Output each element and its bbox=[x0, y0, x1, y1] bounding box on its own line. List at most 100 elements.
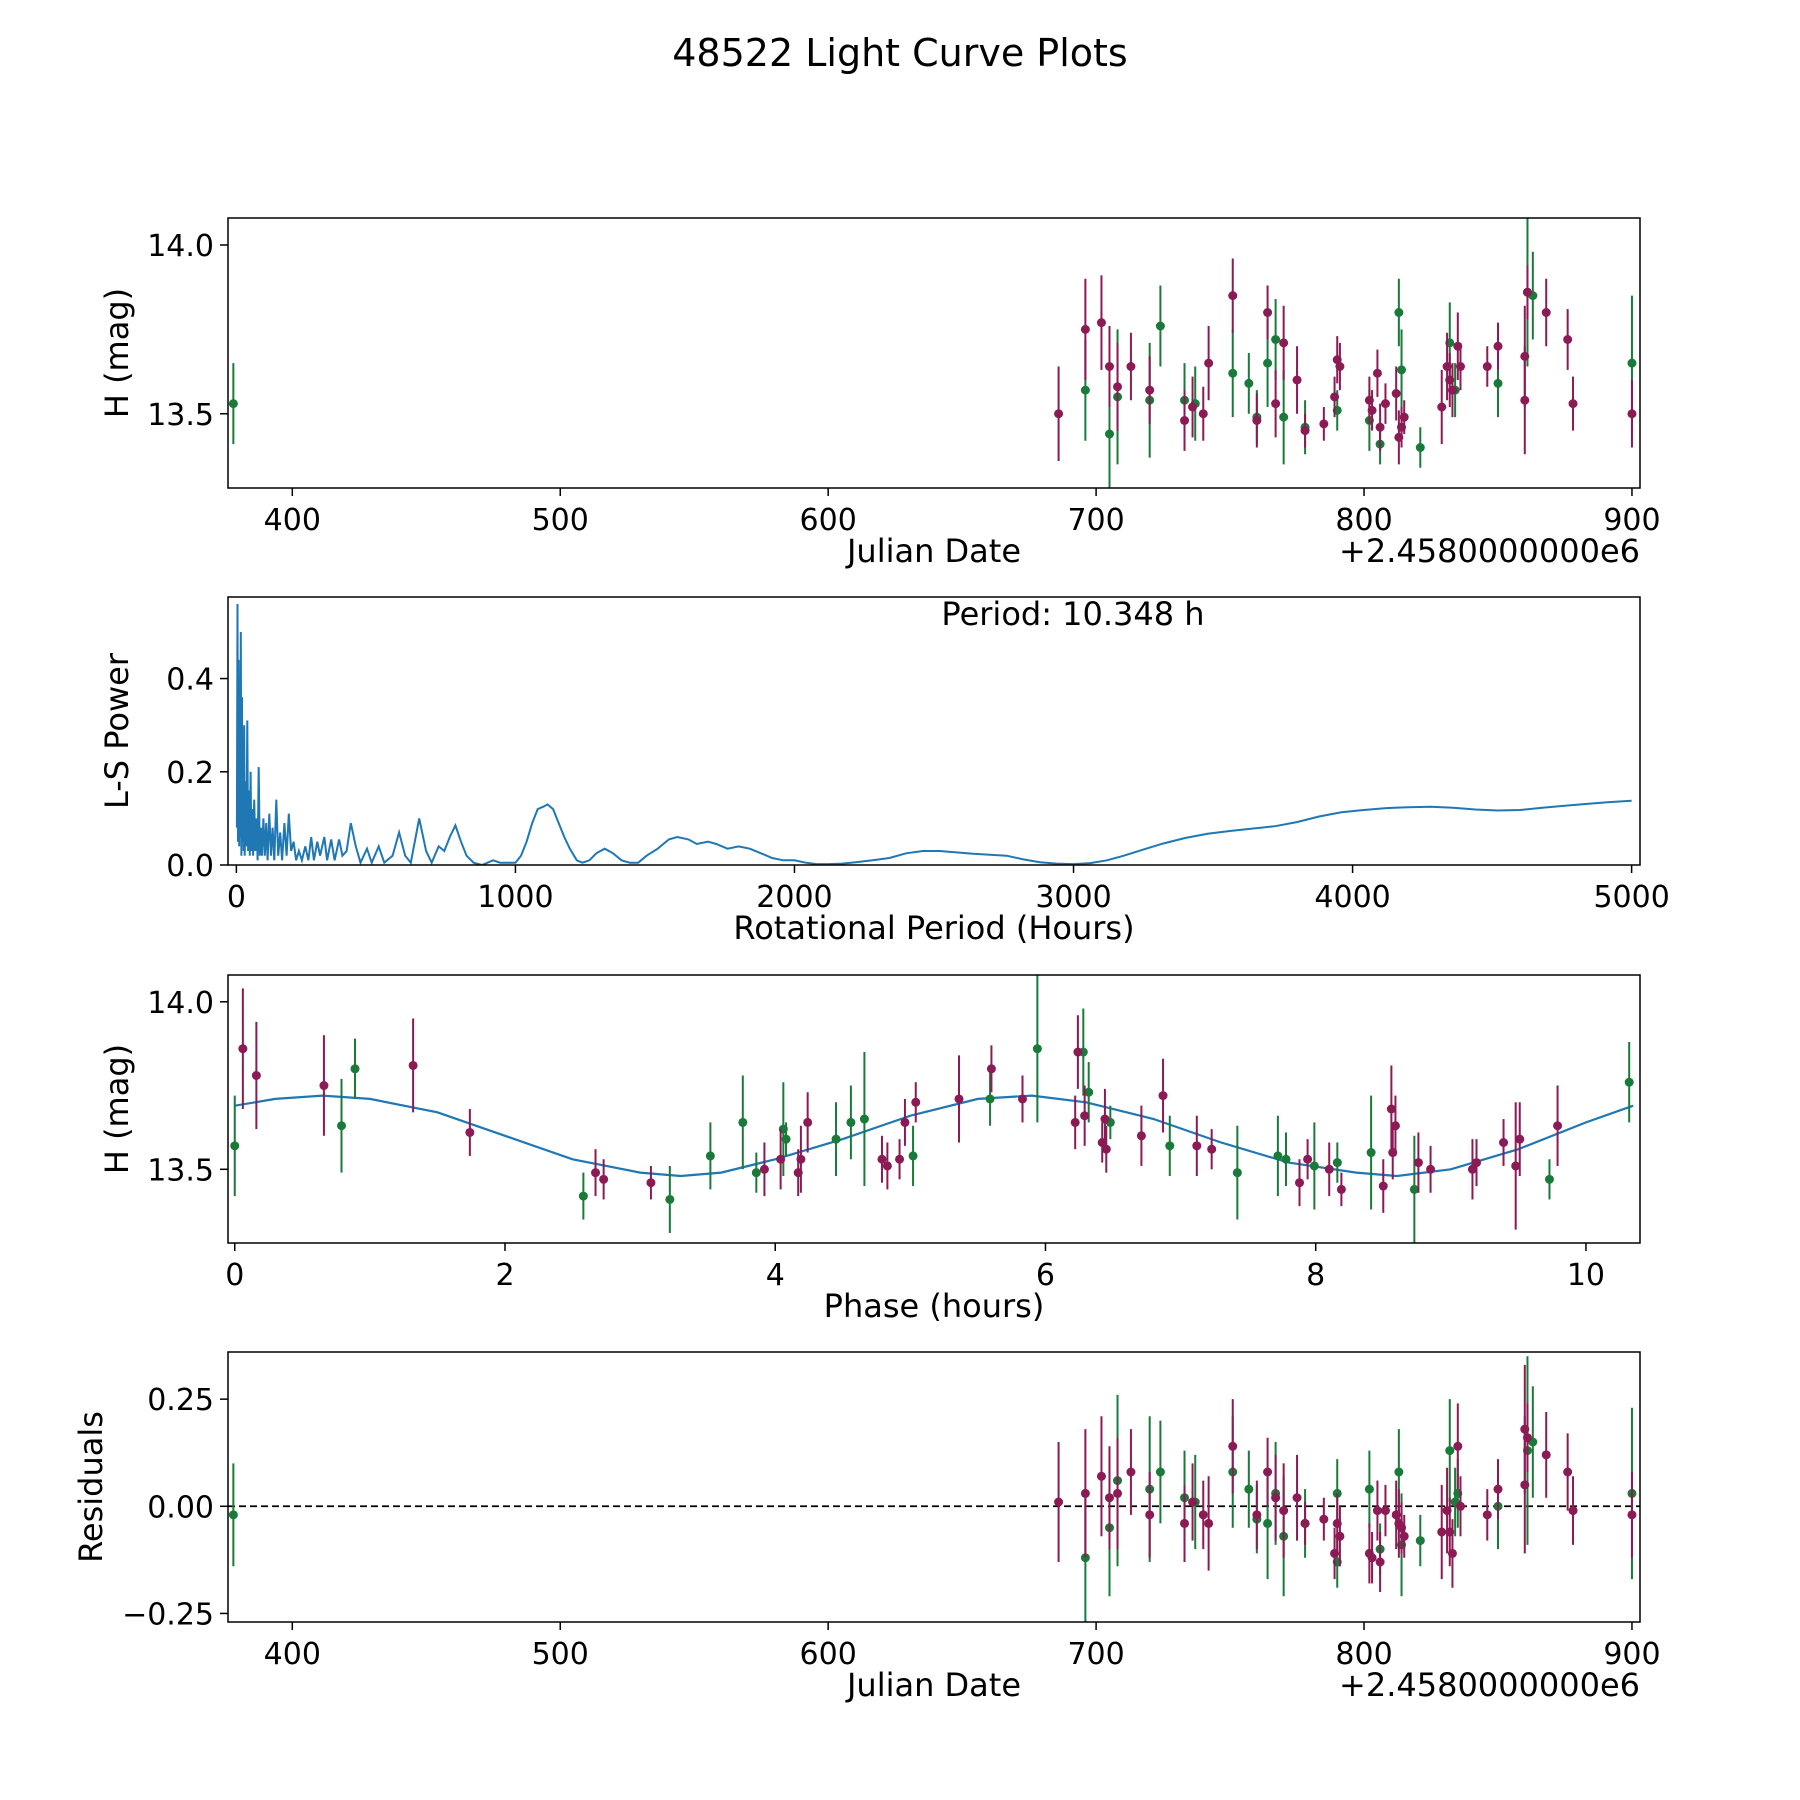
data-point-g bbox=[1309, 1161, 1319, 1171]
data-point-g bbox=[781, 1134, 791, 1144]
data-point-r bbox=[1303, 1154, 1313, 1164]
data-point-r bbox=[1279, 338, 1289, 348]
data-point-r bbox=[1300, 1518, 1310, 1528]
data-point-r bbox=[1493, 341, 1503, 351]
data-point-g bbox=[1244, 378, 1254, 388]
panel-lightcurve: 400 500 600 700 800 900 13.5 14.0 Julian Date H (… bbox=[98, 217, 1661, 570]
x-tick-label: 8 bbox=[1306, 1258, 1325, 1293]
data-point-r bbox=[1437, 1527, 1447, 1537]
data-point-g bbox=[1228, 368, 1238, 378]
data-point-r bbox=[1372, 368, 1382, 378]
data-point-r bbox=[1271, 1493, 1281, 1503]
data-point-r bbox=[1100, 1114, 1110, 1124]
data-point-r bbox=[1126, 1467, 1136, 1477]
data-point-r bbox=[1568, 1506, 1578, 1516]
data-point-r bbox=[1252, 416, 1262, 425]
data-point-r bbox=[1292, 1493, 1302, 1503]
data-point-r bbox=[1563, 335, 1573, 344]
x-tick-label: 4 bbox=[766, 1258, 785, 1293]
data-point-g bbox=[908, 1151, 918, 1161]
data-point-r bbox=[591, 1168, 601, 1178]
data-point-r bbox=[238, 1044, 248, 1054]
plot-area-phased bbox=[230, 975, 1634, 1243]
y-tick-label: −0.25 bbox=[122, 1597, 214, 1632]
x-tick-label: 800 bbox=[1335, 1637, 1392, 1672]
data-point-r bbox=[1252, 1510, 1262, 1520]
panel-phased: 0 2 4 6 8 10 13.5 14.0 Phase (hours) H (mag) bbox=[98, 974, 1641, 1325]
data-point-r bbox=[1447, 1548, 1457, 1558]
data-point-g bbox=[1415, 443, 1425, 452]
panel-frame-residuals bbox=[227, 1351, 1641, 1623]
y-tick-label: 14.0 bbox=[147, 986, 214, 1021]
data-point-r bbox=[1367, 405, 1377, 415]
data-point-r bbox=[1113, 1488, 1123, 1498]
data-point-r bbox=[1522, 1433, 1532, 1443]
x-tick-label: 600 bbox=[800, 503, 857, 538]
data-point-r bbox=[1207, 1144, 1217, 1154]
data-point-g bbox=[1627, 358, 1637, 368]
data-point-r bbox=[1192, 1141, 1202, 1151]
periodogram-line bbox=[235, 603, 1632, 865]
data-point-r bbox=[1271, 399, 1281, 409]
data-point-g bbox=[1394, 308, 1404, 317]
x-tick-label: 400 bbox=[264, 503, 321, 538]
data-point-r bbox=[1104, 362, 1114, 371]
data-point-r bbox=[1499, 1138, 1509, 1147]
data-point-g bbox=[1409, 1184, 1419, 1194]
period-annotation: Period: 10.348 h bbox=[941, 595, 1204, 633]
y-tick-label: 0.2 bbox=[166, 756, 214, 791]
data-point-r bbox=[319, 1081, 329, 1091]
data-point-r bbox=[1319, 1514, 1329, 1524]
data-point-r bbox=[882, 1161, 892, 1171]
data-point-g bbox=[1263, 358, 1273, 368]
data-point-g bbox=[1279, 412, 1289, 422]
data-point-r bbox=[1070, 1117, 1080, 1127]
data-point-g bbox=[1155, 1467, 1165, 1477]
data-point-r bbox=[1319, 419, 1329, 429]
y-tick-label: 13.5 bbox=[147, 398, 214, 433]
data-point-r bbox=[796, 1154, 806, 1164]
x-axis-label: Phase (hours) bbox=[824, 1287, 1045, 1325]
data-point-r bbox=[1386, 1104, 1396, 1114]
data-point-r bbox=[911, 1097, 921, 1107]
data-point-g bbox=[578, 1191, 588, 1201]
data-point-g bbox=[751, 1168, 761, 1178]
data-point-r bbox=[1300, 426, 1310, 436]
data-point-r bbox=[1145, 1510, 1155, 1520]
y-tick-label: 0.00 bbox=[147, 1490, 214, 1525]
y-axis-label: L-S Power bbox=[98, 652, 136, 809]
x-tick-label: 3000 bbox=[1035, 880, 1111, 915]
data-point-g bbox=[350, 1064, 360, 1074]
data-point-g bbox=[1445, 1446, 1455, 1456]
data-point-g bbox=[831, 1134, 841, 1144]
y-tick-label: 14.0 bbox=[147, 229, 214, 264]
x-tick-label: 2000 bbox=[756, 880, 832, 915]
data-point-r bbox=[1391, 389, 1401, 398]
data-point-g bbox=[985, 1094, 995, 1104]
y-axis-label: Residuals bbox=[72, 1411, 110, 1563]
data-point-g bbox=[1397, 365, 1407, 375]
data-point-r bbox=[1126, 362, 1136, 371]
data-point-r bbox=[1330, 392, 1340, 402]
data-point-r bbox=[776, 1154, 786, 1164]
y-axis-label: H (mag) bbox=[98, 288, 136, 418]
x-tick-label: 900 bbox=[1603, 1637, 1660, 1672]
data-point-r bbox=[1324, 1164, 1334, 1174]
data-point-r bbox=[1113, 382, 1123, 392]
data-point-r bbox=[1493, 1484, 1503, 1494]
data-point-g bbox=[1493, 378, 1503, 388]
data-point-r bbox=[1188, 1497, 1198, 1507]
x-axis-label: Rotational Period (Hours) bbox=[733, 909, 1134, 947]
data-point-g bbox=[1364, 1484, 1374, 1494]
y-axis-label: H (mag) bbox=[98, 1044, 136, 1174]
data-point-g bbox=[1544, 1174, 1554, 1184]
data-point-r bbox=[1054, 1497, 1064, 1507]
x-axis-label: Julian Date bbox=[845, 532, 1021, 570]
data-point-g bbox=[1104, 429, 1114, 439]
data-point-g bbox=[1244, 1484, 1254, 1494]
data-point-r bbox=[1372, 1506, 1382, 1516]
data-point-r bbox=[1541, 308, 1551, 317]
data-point-r bbox=[408, 1060, 418, 1070]
